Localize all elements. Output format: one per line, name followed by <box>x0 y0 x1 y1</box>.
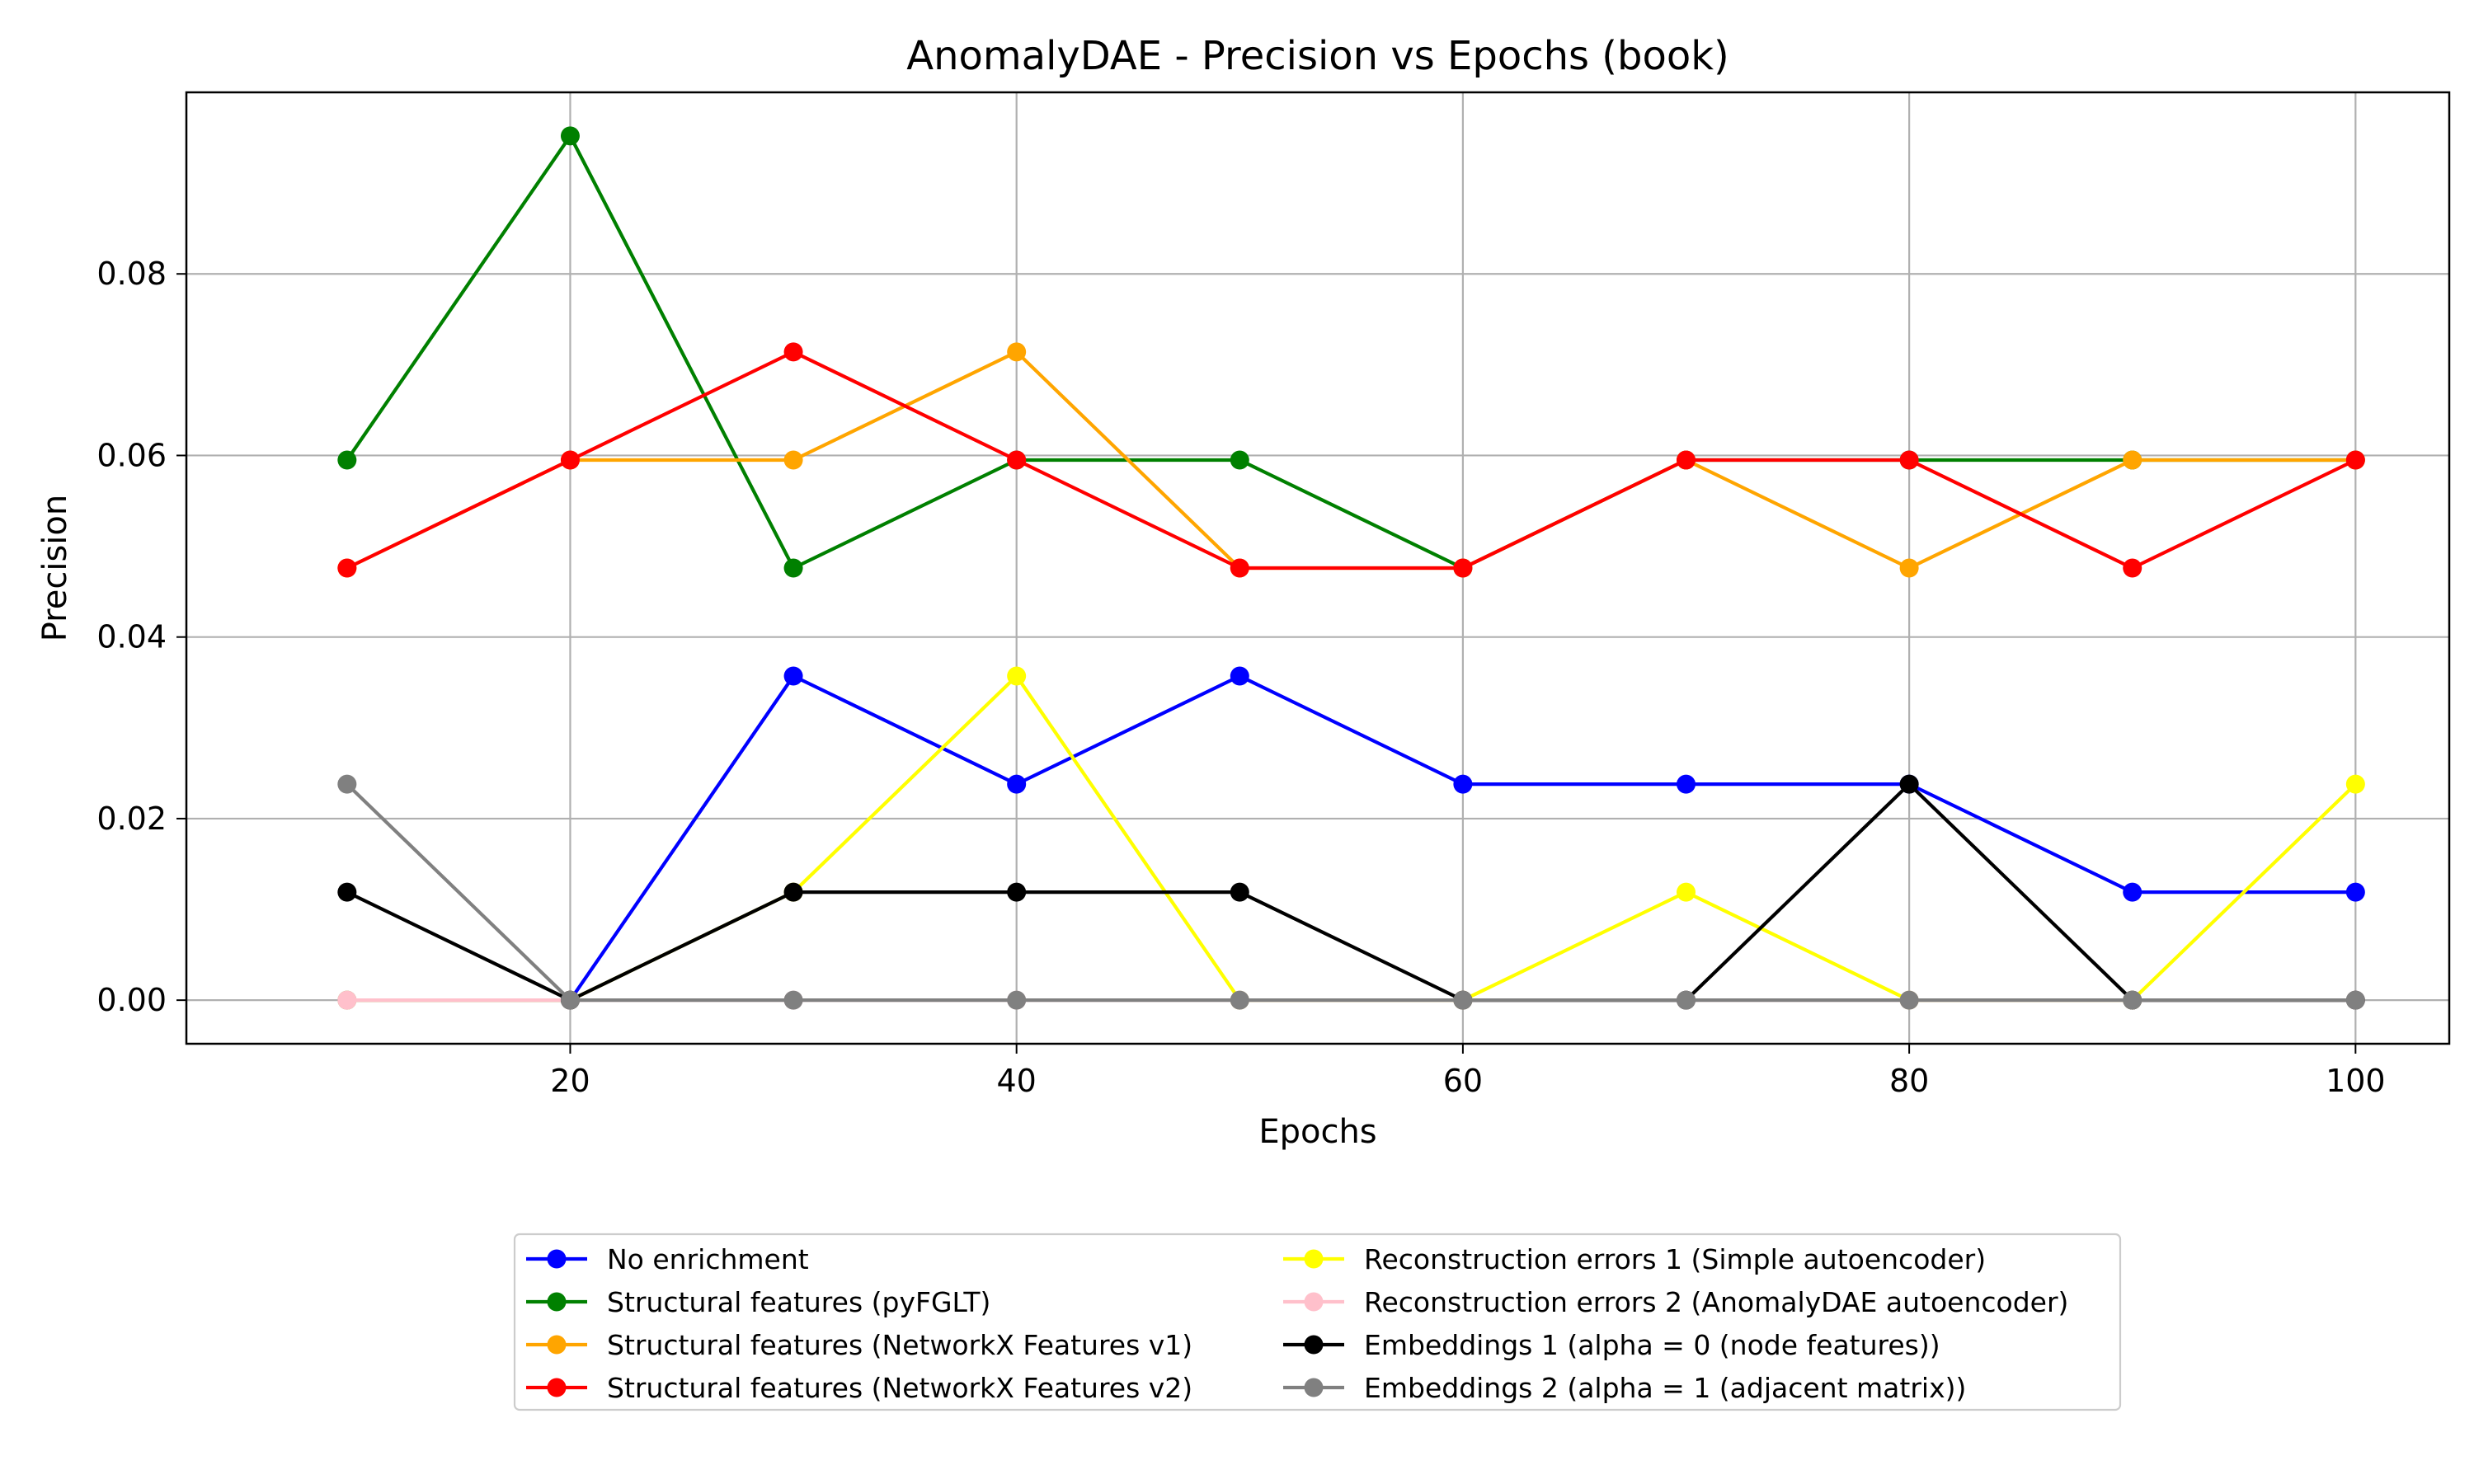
legend-item: Reconstruction errors 1 (Simple autoenco… <box>1283 1243 1986 1275</box>
data-point <box>337 990 357 1010</box>
series-layer <box>337 126 2365 1010</box>
data-point <box>1677 774 1696 794</box>
data-point <box>1007 342 1027 362</box>
data-point <box>1230 990 1249 1010</box>
data-point <box>1899 450 1919 470</box>
data-point <box>1677 990 1696 1010</box>
data-point <box>2345 774 2365 794</box>
legend-item: Embeddings 2 (alpha = 1 (adjacent matrix… <box>1283 1372 1966 1404</box>
series-line <box>346 782 2356 1003</box>
data-point <box>337 882 357 902</box>
legend-label: Structural features (NetworkX Features v… <box>607 1329 1192 1361</box>
data-point <box>783 450 803 470</box>
data-point <box>1007 774 1027 794</box>
data-point <box>1230 558 1249 578</box>
legend-marker <box>547 1249 567 1269</box>
data-point <box>2123 450 2142 470</box>
data-point <box>1677 882 1696 902</box>
legend-marker <box>1304 1292 1324 1312</box>
data-point <box>783 990 803 1010</box>
legend-item: Embeddings 1 (alpha = 0 (node features)) <box>1283 1329 1940 1361</box>
legend: No enrichment Structural features (pyFGLT… <box>513 1233 2122 1411</box>
legend-label: Reconstruction errors 2 (AnomalyDAE auto… <box>1364 1286 2068 1318</box>
axis-ticks: 20 40 60 80 100 0.00 0.02 0.04 0.06 0.08 <box>96 256 2385 1099</box>
data-point <box>1899 774 1919 794</box>
x-tick-label: 40 <box>996 1063 1036 1099</box>
data-point <box>1007 882 1027 902</box>
data-point <box>2123 882 2142 902</box>
series-1 <box>337 666 2365 1010</box>
legend-label: Embeddings 2 (alpha = 1 (adjacent matrix… <box>1364 1372 1966 1404</box>
data-point <box>337 558 357 578</box>
plot-frame <box>185 91 2451 1045</box>
legend-item: Structural features (NetworkX Features v… <box>526 1372 1192 1404</box>
data-point <box>2345 990 2365 1010</box>
series-8 <box>337 774 2365 1010</box>
legend-label: Structural features (pyFGLT) <box>607 1286 990 1318</box>
x-tick-label: 100 <box>2326 1063 2386 1099</box>
data-point <box>1230 450 1249 470</box>
data-point <box>2345 882 2365 902</box>
x-tick-label: 20 <box>550 1063 590 1099</box>
x-tick-label: 80 <box>1889 1063 1929 1099</box>
data-point <box>2123 558 2142 578</box>
y-tick-label: 0.06 <box>96 437 167 473</box>
legend-item: No enrichment <box>526 1243 809 1275</box>
data-point <box>337 450 357 470</box>
series-line <box>346 782 2356 1003</box>
data-point <box>1677 450 1696 470</box>
series-4 <box>337 342 2365 578</box>
y-tick-label: 0.08 <box>96 256 167 292</box>
x-tick-label: 60 <box>1443 1063 1483 1099</box>
data-point <box>783 558 803 578</box>
series-line <box>346 134 2356 571</box>
data-point <box>1007 666 1027 686</box>
data-point <box>560 990 580 1010</box>
y-axis-label: Precision <box>36 495 74 641</box>
data-point <box>1230 666 1249 686</box>
legend-label: Structural features (NetworkX Features v… <box>607 1372 1192 1404</box>
legend-marker <box>1304 1335 1324 1355</box>
legend-marker <box>1304 1378 1324 1397</box>
data-point <box>2345 450 2365 470</box>
data-point <box>1453 558 1473 578</box>
data-point <box>783 882 803 902</box>
data-point <box>1899 990 1919 1010</box>
y-tick-label: 0.02 <box>96 801 167 837</box>
data-point <box>1899 558 1919 578</box>
legend-marker <box>547 1335 567 1355</box>
legend-marker <box>1304 1249 1324 1269</box>
y-tick-label: 0.00 <box>96 982 167 1018</box>
legend-box <box>513 1233 2122 1411</box>
data-point <box>783 666 803 686</box>
legend-item: Structural features (pyFGLT) <box>526 1286 990 1318</box>
data-point <box>1007 450 1027 470</box>
legend-label: Reconstruction errors 1 (Simple autoenco… <box>1364 1243 1986 1275</box>
data-point <box>1453 774 1473 794</box>
data-point <box>560 450 580 470</box>
x-axis-label: Epochs <box>1258 1113 1376 1151</box>
data-point <box>337 774 357 794</box>
legend-label: No enrichment <box>607 1243 809 1275</box>
data-point <box>2123 990 2142 1010</box>
data-point <box>1230 882 1249 902</box>
data-point <box>560 126 580 146</box>
data-point <box>1453 990 1473 1010</box>
legend-marker <box>547 1378 567 1397</box>
legend-item: Structural features (NetworkX Features v… <box>526 1329 1192 1361</box>
data-point <box>783 342 803 362</box>
chart-title: AnomalyDAE - Precision vs Epochs (book) <box>906 33 1729 79</box>
series-line <box>346 350 2357 571</box>
legend-item: Reconstruction errors 2 (AnomalyDAE auto… <box>1283 1286 2068 1318</box>
legend-label: Embeddings 1 (alpha = 0 (node features)) <box>1364 1329 1940 1361</box>
data-point <box>1007 990 1027 1010</box>
legend-marker <box>547 1292 567 1312</box>
y-tick-label: 0.04 <box>96 619 167 655</box>
series-line <box>346 674 2356 1003</box>
